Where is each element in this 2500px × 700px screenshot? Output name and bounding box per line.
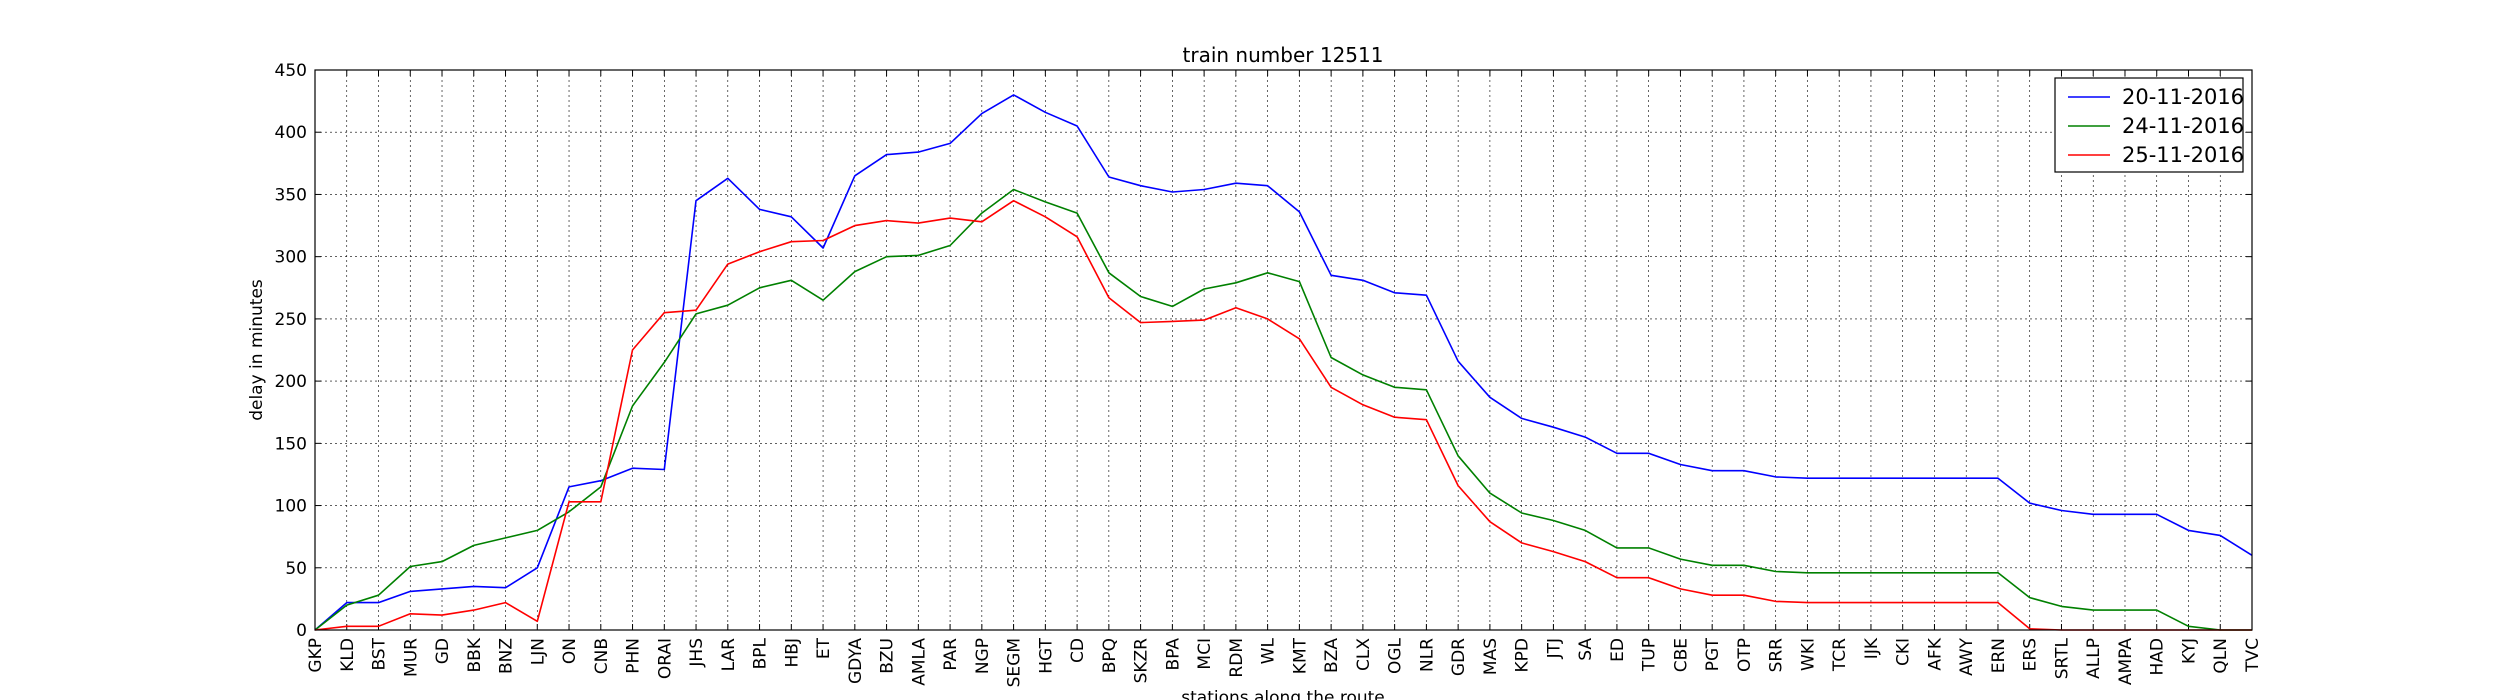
x-tick-label: ERN [1989,638,2009,673]
x-tick-label: AMPA [2116,638,2136,685]
x-tick-label: NGP [973,638,993,674]
x-tick-label: KYJ [2179,638,2199,664]
y-tick-label: 450 [275,61,307,81]
x-tick-label: ED [1608,638,1628,662]
x-tick-label: LJN [528,638,548,665]
x-tick-label: KLD [338,638,358,672]
x-tick-label: SA [1576,638,1596,661]
x-tick-label: ALLP [2084,638,2104,679]
x-tick-label: BZU [878,638,898,674]
x-tick-label: HBJ [782,638,802,667]
chart-title: train number 12511 [1183,43,1384,67]
legend-box [2054,77,2244,173]
x-tick-label: JHS [687,638,707,668]
x-tick-label: GKP [306,638,326,673]
x-tick-label: OGL [1386,637,1406,674]
x-tick-label: AMLA [909,638,929,686]
x-tick-label: ORAI [655,638,675,679]
x-tick-label: LAR [719,638,739,671]
grid-lines [314,69,2253,631]
x-tick-label: HGT [1036,637,1056,673]
x-tick-label: WL [1259,637,1279,664]
x-tick-label: CKI [1894,638,1914,666]
x-tick-label: BPQ [1100,638,1120,673]
x-tick-label: SEGM [1005,638,1025,687]
x-tick-label: ON [560,638,580,664]
x-tick-label: AWY [1957,637,1977,676]
x-tick-label: CLX [1354,638,1374,671]
legend-label-1: 20-11-2016 [2122,85,2244,109]
x-tick-label: PAR [941,638,961,671]
x-tick-label: PHN [624,638,644,674]
x-tick-label: SRR [1767,638,1787,673]
x-tick-label: WKI [1798,638,1818,671]
y-axis-label: delay in minutes [247,279,267,421]
x-tick-label: TVC [2243,638,2263,673]
x-axis-label: stations along the route [1181,688,1385,700]
y-tick-label: 100 [275,497,307,517]
y-tick-label: 400 [275,123,307,143]
y-tick-label: 350 [275,185,307,205]
x-tick-label: AFK [1925,637,1945,670]
y-tick-label: 0 [296,621,307,641]
x-tick-label: BZA [1322,638,1342,673]
x-tick-label: TUP [1640,638,1660,672]
x-tick-label: MAS [1481,638,1501,675]
x-tick-label: JTJ [1544,638,1564,659]
x-tick-labels: GKP KLD BST MUR GD BBK BNZ LJN ON CNB PHN ORAI JHS LA… [306,637,2263,687]
x-tick-label: RDM [1227,638,1247,678]
legend-label-3: 25-11-2016 [2122,143,2244,167]
x-tick-label: ERS [2021,638,2041,671]
y-tick-label: 150 [275,434,307,454]
x-tick-label: CNB [592,638,612,674]
x-tick-label: KMT [1290,637,1310,674]
x-tick-label: CD [1068,638,1088,663]
x-tick-label: BST [370,637,390,670]
x-tick-label: BBK [465,637,485,672]
x-tick-label: HAD [2148,638,2168,676]
x-tick-label: PGT [1703,637,1723,671]
x-tick-label: TCR [1830,638,1850,672]
x-tick-label: IJK [1862,637,1882,659]
legend-label-2: 24-11-2016 [2122,114,2244,138]
x-tick-label: MUR [401,638,421,677]
x-tick-label: BPA [1163,638,1183,671]
x-tick-label: GDR [1449,638,1469,676]
x-tick-label: SKZR [1132,638,1152,684]
x-tick-label: MCI [1195,638,1215,670]
x-tick-label: CBE [1671,638,1691,672]
x-tick-label: KPD [1513,638,1533,673]
series-line-1 [314,94,2253,631]
x-tick-label: ET [814,637,834,659]
x-tick-label: BPL [751,637,771,669]
series-line-2 [314,188,2252,631]
x-tick-label: SRTL [2052,637,2072,679]
series-line-3 [314,199,2252,631]
y-tick-label: 50 [285,559,307,579]
y-tick-label: 300 [275,248,307,268]
y-tick-labels: 0 50 100 150 200 250 300 350 400 450 [275,61,307,641]
x-tick-label: BNZ [497,638,517,674]
legend: 20-11-2016 24-11-2016 25-11-2016 [2054,77,2244,173]
x-tick-label: GD [433,638,453,664]
x-tick-label: GDYA [846,638,866,684]
x-tick-label: QLN [2211,638,2231,674]
x-tick-label: NLR [1417,638,1437,672]
series-lines [314,94,2253,631]
y-tick-label: 200 [275,372,307,392]
plot-frame [314,69,2253,631]
x-tick-label: OTP [1735,638,1755,672]
y-tick-label: 250 [275,310,307,330]
